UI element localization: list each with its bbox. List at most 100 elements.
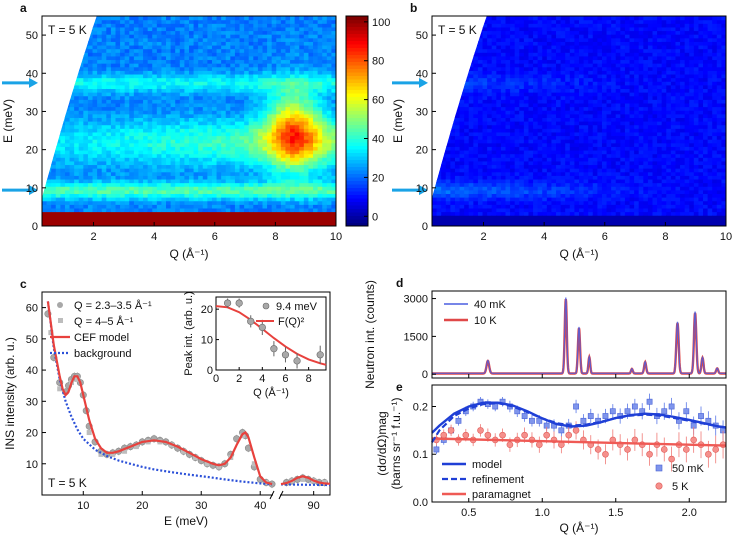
legend-label: background: [74, 348, 132, 360]
panel-label-a: a: [20, 1, 27, 15]
arrow-head: [419, 185, 428, 196]
xtick-label-a: 6: [212, 231, 218, 243]
y-axis-label-e: (dσ/dΩ)mag: [375, 411, 389, 475]
data-point-5K: [440, 431, 448, 439]
data-point-50mK: [433, 446, 440, 453]
inset-xtick-label: 6: [282, 373, 288, 385]
data-point-q45: [74, 376, 80, 382]
legend-marker: [58, 318, 63, 323]
inset-xtick-label: 2: [236, 373, 242, 385]
legend-label: CEF model: [74, 332, 129, 344]
data-point-q45: [86, 430, 92, 436]
ytick-label-c: 60: [26, 303, 38, 315]
background-line: [280, 483, 331, 487]
data-point-50mK: [573, 403, 579, 410]
legend-marker: [655, 482, 663, 490]
data-point-5K: [668, 455, 675, 463]
legend-label-e: model: [472, 459, 502, 471]
xtick-label-a: 10: [330, 231, 342, 243]
data-point-50mK: [529, 417, 535, 424]
inset-data-point: [316, 351, 324, 359]
data-point-50mK: [624, 408, 631, 415]
data-point-q45: [98, 451, 104, 457]
xtick-label-a: 4: [151, 231, 157, 243]
ytick-label-b: 0: [422, 221, 428, 233]
inset-x-axis-label: Q (Å⁻¹): [253, 386, 289, 399]
ytick-label-c: 30: [26, 396, 38, 408]
inset-legend-label: F(Q)²: [278, 316, 305, 328]
arrow-head: [29, 185, 38, 196]
temperature-annotation-a: T = 5 K: [48, 23, 87, 37]
data-point-5K: [602, 450, 609, 458]
data-point-50mK: [609, 408, 616, 415]
xtick-label-c: 20: [136, 500, 148, 512]
heatmap-a: [2, 15, 337, 227]
data-point-5K: [447, 427, 455, 434]
xtick-label-b: 8: [662, 231, 668, 243]
inset-data-point: [247, 317, 255, 325]
ytick-label-a: 50: [26, 30, 38, 42]
xtick-label-c: 40: [254, 500, 266, 512]
data-point-50mK: [455, 417, 462, 424]
xtick-label-e: 0.5: [461, 507, 476, 519]
legend-label-e: 50 mK: [672, 463, 704, 475]
colorbar-tick-label: 100: [372, 17, 390, 29]
data-point-5K: [484, 431, 492, 439]
legend-label-e: 5 K: [672, 481, 689, 493]
inset-ytick-label: 10: [201, 335, 213, 347]
panel-label-b: b: [410, 1, 417, 15]
data-point-50mK: [646, 398, 653, 405]
data-point-5K: [572, 427, 580, 434]
legend-label-d: 10 K: [474, 315, 497, 327]
data-point-q45: [251, 461, 257, 467]
inset-ytick-label: 0: [207, 365, 213, 377]
legend-marker: [57, 302, 63, 308]
y-axis-label-a: E (meV): [1, 99, 15, 143]
arrow-head: [419, 77, 428, 88]
xtick-label-c: 30: [195, 500, 207, 512]
inset-data-point: [223, 299, 232, 307]
data-point-q45: [57, 386, 63, 392]
cef-model-line: [46, 301, 273, 486]
data-point-5K: [565, 431, 573, 439]
inset-xtick-label: 0: [213, 373, 219, 385]
legend-label: Q = 4–5 Å⁻¹: [74, 315, 134, 328]
xtick-label-a: 8: [272, 231, 278, 243]
data-point-5K: [477, 427, 484, 434]
ytick-label-e: 0.0: [413, 497, 428, 509]
ytick-label-e: 0.2: [413, 401, 428, 413]
data-point-q45: [204, 461, 210, 467]
xtick-label-c: 90: [308, 500, 320, 512]
legend-label-e: paramagnet: [472, 489, 531, 501]
data-point-5K: [499, 431, 506, 439]
xtick-label-e: 2.0: [682, 507, 697, 519]
data-point-q45: [216, 464, 222, 470]
y-axis-label-b: E (meV): [391, 99, 405, 143]
panel-c: [41, 291, 331, 500]
xtick-label-b: 4: [541, 231, 547, 243]
colorbar-tick-label: 40: [372, 134, 384, 146]
inset-data-point: [235, 299, 243, 307]
ytick-label-c: 40: [26, 365, 38, 377]
background-line: [46, 301, 273, 486]
ytick-label-a: 30: [26, 106, 38, 118]
y-axis-label-c: INS intensity (arb. u.): [3, 337, 17, 450]
data-point-50mK: [602, 413, 609, 419]
x-axis-label-c: E (meV): [164, 514, 208, 528]
data-point-q45: [122, 448, 128, 454]
data-point-50mK: [521, 413, 528, 419]
panel-label-e: e: [396, 380, 403, 394]
data-point-5K: [646, 450, 653, 458]
data-point-50mK: [587, 413, 594, 419]
inset-c: [215, 296, 327, 371]
refinement-line: [431, 401, 727, 443]
colorbar: [345, 15, 369, 227]
data-point-5K: [712, 446, 720, 453]
panel-label-d: d: [396, 276, 403, 290]
temperature-annotation-c: T = 5 K: [48, 476, 87, 490]
ytick-label-a: 40: [26, 68, 38, 80]
ytick-label-b: 50: [416, 30, 428, 42]
ytick-label-d: 3000: [404, 294, 428, 306]
inset-legend-label: 9.4 meV: [276, 301, 318, 313]
